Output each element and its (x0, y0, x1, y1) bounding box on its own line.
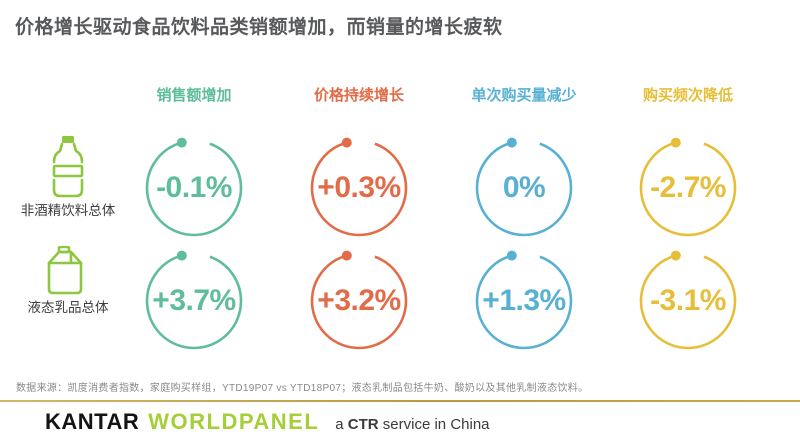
gauge-dairy-price: +3.2% (304, 246, 414, 356)
bottle-icon (52, 136, 84, 198)
milk-carton-icon (47, 246, 83, 295)
gauge-value: +1.3% (482, 284, 566, 317)
gauge-beverages-price: +0.3% (304, 133, 414, 243)
gauge-beverages-sales-value: -0.1% (139, 133, 249, 243)
progress-ring (639, 250, 737, 350)
progress-ring (145, 137, 243, 237)
tagline-rest: service in China (382, 416, 490, 433)
gauge-value: -0.1% (156, 171, 232, 204)
ring-dot (506, 250, 517, 261)
data-source-note: 数据来源：凯度消费者指数，家庭购买样组，YTD19P07 vs YTD18P07… (16, 383, 589, 394)
page-title: 价格增长驱动食品饮料品类销额增加，而销量的增长疲软 (15, 17, 503, 38)
ring-dot (670, 250, 681, 261)
gauge-value: -3.1% (650, 284, 726, 317)
ring-dot (506, 137, 517, 148)
column-header-frequency: 购买频次降低 (642, 87, 733, 104)
tagline-ctr: CTR (347, 416, 379, 433)
row-label-dairy: 液态乳品总体 (27, 300, 109, 315)
row-label-beverages: 非酒精饮料总体 (20, 203, 116, 218)
progress-ring (475, 250, 573, 350)
gauge-dairy-frequency: -3.1% (633, 246, 743, 356)
column-header-sales-value: 销售额增加 (156, 87, 232, 104)
gauge-value: 0% (502, 171, 546, 204)
progress-ring (639, 137, 737, 237)
gauge-value: +3.7% (152, 284, 236, 317)
gauge-value: +0.3% (317, 171, 401, 204)
ring-dot (670, 137, 681, 148)
progress-ring (310, 250, 408, 350)
gauge-dairy-basket: +1.3% (469, 246, 579, 356)
ring-dot (176, 250, 187, 261)
gauge-beverages-frequency: -2.7% (633, 133, 743, 243)
tagline-a: a (335, 416, 344, 433)
footer-brand: KANTAR WORLDPANEL a CTR service in China (45, 409, 490, 435)
ring-dot (341, 250, 352, 261)
ring-dot (341, 137, 352, 148)
kantar-logo: KANTAR (45, 409, 140, 434)
worldpanel-logo: WORLDPANEL (148, 409, 320, 434)
gauge-value: +3.2% (317, 284, 401, 317)
column-header-basket-size: 单次购买量减少 (471, 87, 577, 104)
ring-dot (176, 137, 187, 148)
progress-ring (145, 250, 243, 350)
progress-ring (310, 137, 408, 237)
footer-divider-line (0, 400, 800, 402)
gauge-dairy-sales-value: +3.7% (139, 246, 249, 356)
footer-tagline: a CTR service in China (335, 416, 489, 433)
gauge-value: -2.7% (650, 171, 726, 204)
progress-ring (475, 137, 573, 237)
column-header-price-growth: 价格持续增长 (313, 87, 404, 104)
gauge-beverages-basket: 0% (469, 133, 579, 243)
